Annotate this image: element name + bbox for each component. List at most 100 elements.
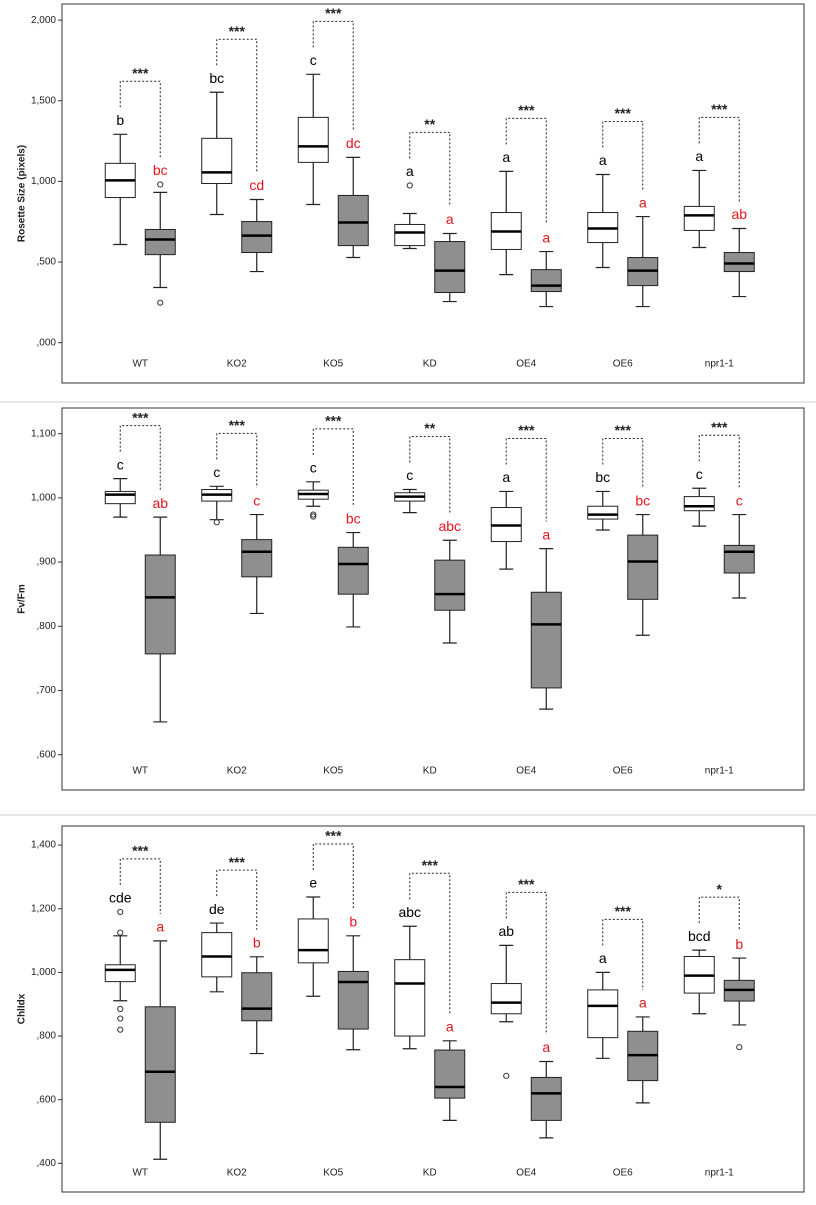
- x-tick-label: KD: [423, 1168, 437, 1179]
- whisker: [635, 285, 650, 308]
- whisker: [346, 156, 361, 196]
- significance-bracket: [312, 20, 354, 131]
- significance-stars: ***: [518, 102, 535, 118]
- whisker: [595, 490, 610, 507]
- significance-stars: ***: [422, 857, 439, 873]
- whisker: [153, 254, 168, 289]
- box: [201, 932, 233, 978]
- y-tick-label: 1,400: [31, 840, 56, 851]
- outlier: [117, 908, 124, 916]
- significance-stars: **: [424, 116, 435, 132]
- group-letter: a: [542, 229, 550, 245]
- outlier: [117, 1026, 124, 1033]
- group-letter: c: [213, 464, 220, 480]
- whisker: [635, 215, 650, 258]
- group-letter: c: [253, 492, 260, 508]
- significance-bracket: [312, 843, 354, 909]
- outlier: [117, 1015, 124, 1022]
- box: [241, 972, 273, 1022]
- whisker: [209, 91, 224, 139]
- significance-stars: ***: [325, 413, 342, 429]
- y-tick-label: 1,200: [31, 903, 56, 914]
- y-tick-label: 1,000: [31, 493, 56, 504]
- x-tick-label: KO5: [323, 766, 343, 777]
- x-tick-label: KO2: [227, 359, 247, 370]
- box: [490, 983, 522, 1015]
- group-letter: de: [209, 901, 225, 917]
- box: [627, 534, 659, 600]
- group-letter: bcd: [688, 928, 711, 944]
- significance-stars: ***: [132, 65, 149, 81]
- whisker: [732, 513, 747, 546]
- group-letter: a: [695, 148, 703, 164]
- y-tick-label: 1,000: [31, 176, 56, 187]
- whisker: [402, 1036, 417, 1050]
- whisker: [402, 212, 417, 225]
- outlier: [157, 299, 164, 306]
- whisker: [692, 510, 707, 527]
- y-tick-label: ,600: [37, 749, 57, 760]
- significance-stars: ***: [518, 876, 535, 892]
- whisker: [209, 183, 224, 216]
- box: [201, 137, 233, 185]
- outlier: [117, 1005, 124, 1013]
- group-letter: a: [446, 211, 454, 227]
- box: [530, 269, 562, 293]
- whisker: [306, 896, 321, 919]
- group-letter: dc: [346, 135, 361, 151]
- group-letter: abc: [438, 518, 461, 534]
- group-letter: a: [639, 194, 647, 210]
- outlier: [310, 511, 317, 518]
- y-tick-label: ,900: [37, 557, 57, 568]
- whisker: [113, 197, 128, 246]
- group-letter: bc: [595, 469, 610, 485]
- significance-bracket: [312, 428, 354, 506]
- outlier: [310, 513, 317, 520]
- whisker: [595, 519, 610, 531]
- significance-stars: ***: [711, 101, 728, 117]
- x-tick-label: KD: [423, 766, 437, 777]
- whisker: [306, 481, 321, 491]
- group-letter: bc: [153, 162, 168, 178]
- y-tick-label: ,000: [37, 337, 57, 348]
- whisker: [306, 73, 321, 118]
- whisker: [442, 292, 457, 303]
- whisker: [153, 191, 168, 230]
- group-letter: c: [406, 467, 413, 483]
- x-tick-label: WT: [132, 1168, 148, 1179]
- significance-bracket: [505, 117, 547, 225]
- significance-stars: ***: [229, 854, 246, 870]
- box: [723, 544, 755, 574]
- whisker: [346, 1029, 361, 1051]
- group-letter: cde: [109, 890, 132, 906]
- box: [297, 116, 329, 163]
- significance-stars: ***: [132, 843, 149, 859]
- group-letter: cd: [249, 177, 264, 193]
- whisker: [499, 944, 514, 984]
- whisker: [732, 271, 747, 298]
- group-letter: a: [502, 469, 510, 485]
- whisker: [539, 1120, 554, 1139]
- whisker: [499, 541, 514, 570]
- whisker: [113, 981, 128, 1002]
- group-letter: c: [310, 52, 317, 68]
- y-axis-label: ChlIdx: [17, 993, 28, 1024]
- box: [104, 490, 136, 505]
- group-letter: e: [309, 875, 317, 891]
- box: [144, 554, 176, 655]
- significance-bracket: [409, 131, 451, 207]
- whisker: [539, 548, 554, 593]
- whisker: [442, 232, 457, 242]
- group-letter: a: [156, 919, 164, 935]
- box: [434, 559, 466, 611]
- whisker: [402, 488, 417, 493]
- significance-stars: ***: [615, 105, 632, 121]
- y-tick-label: ,700: [37, 685, 57, 696]
- significance-stars: *: [717, 881, 723, 897]
- significance-bracket: [505, 891, 547, 1035]
- whisker: [306, 962, 321, 997]
- outlier: [736, 1044, 743, 1051]
- whisker: [539, 1060, 554, 1078]
- y-axis-label: Fv/Fm: [17, 584, 28, 614]
- box: [394, 223, 426, 247]
